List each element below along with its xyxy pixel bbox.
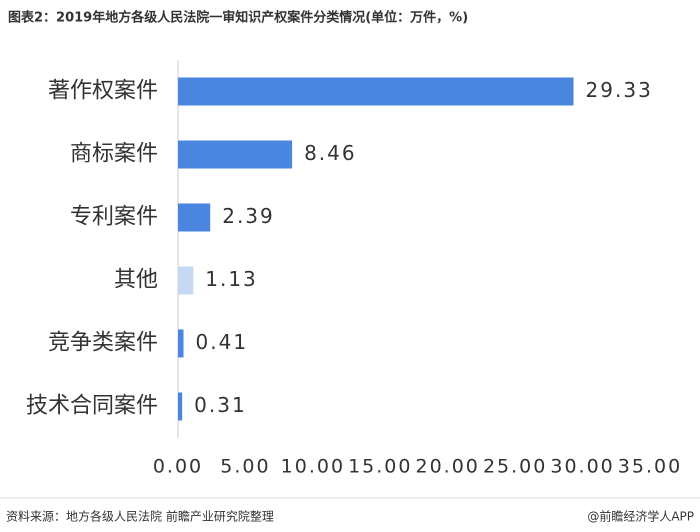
y-tick-label: 竞争类案件 [48,331,158,356]
value-label: 1.13 [205,267,258,291]
y-tick-label: 商标案件 [70,142,158,167]
bar [178,203,211,232]
bar [178,392,183,421]
x-tick-label: 25.00 [483,456,547,478]
bar [178,266,194,295]
y-tick-label: 专利案件 [70,205,158,230]
x-tick-label: 30.00 [550,456,614,478]
x-tick-label: 20.00 [416,456,480,478]
bar [178,77,574,106]
y-tick-label: 著作权案件 [48,79,158,104]
chart-title: 图表2：2019年地方各级人民法院一审知识产权案件分类情况(单位：万件，%) [8,10,468,26]
x-tick-label: 10.00 [281,456,345,478]
bar [178,329,184,358]
credit: @前瞻经济学人APP [587,509,694,524]
value-label: 0.41 [196,330,249,354]
source: 资料来源：地方各级人民法院 前瞻产业研究院整理 [6,509,274,524]
value-label: 2.39 [222,204,275,228]
x-tick-label: 5.00 [220,456,270,478]
x-tick-label: 0.00 [153,456,203,478]
x-tick-label: 35.00 [618,456,682,478]
x-tick-label: 15.00 [348,456,412,478]
y-tick-label: 其他 [114,268,158,293]
value-label: 29.33 [586,78,653,102]
value-label: 8.46 [304,141,357,165]
bar [178,140,293,169]
value-label: 0.31 [194,393,247,417]
y-tick-label: 技术合同案件 [26,394,158,419]
